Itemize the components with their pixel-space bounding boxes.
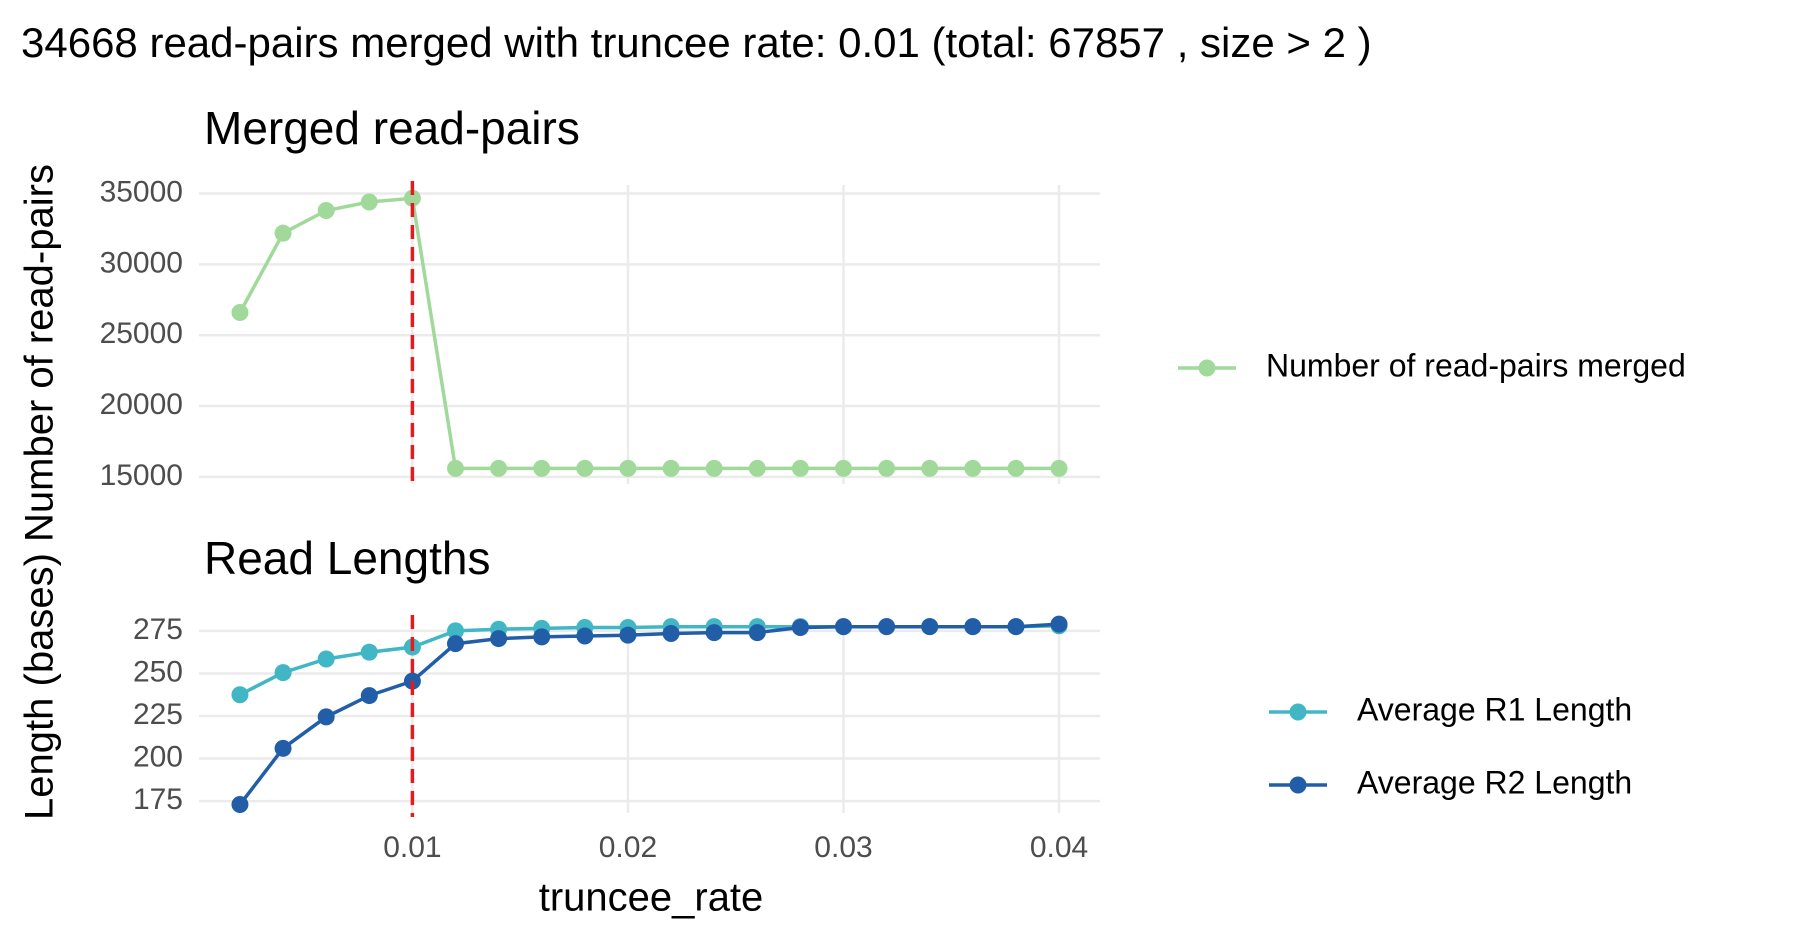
y-tick-label: 35000	[100, 175, 183, 208]
point	[317, 202, 335, 220]
point	[1007, 618, 1025, 636]
panel-title: Merged read-pairs	[204, 102, 580, 154]
point	[1007, 459, 1025, 477]
y-tick-label: 20000	[100, 388, 183, 421]
x-tick-label: 0.04	[1030, 831, 1088, 864]
point	[878, 459, 896, 477]
x-tick-label: 0.03	[814, 831, 872, 864]
point	[878, 618, 896, 636]
y-tick-label: 15000	[100, 459, 183, 492]
legend-marker	[1198, 359, 1216, 377]
point	[791, 459, 809, 477]
point	[705, 459, 723, 477]
point	[403, 189, 421, 207]
point	[360, 643, 378, 661]
x-tick-label: 0.01	[383, 831, 441, 864]
point	[921, 459, 939, 477]
y-tick-label: 25000	[100, 317, 183, 350]
panel-title: Read Lengths	[204, 532, 490, 584]
y-tick-label: 30000	[100, 246, 183, 279]
point	[360, 687, 378, 705]
point	[360, 193, 378, 211]
point	[231, 686, 249, 704]
point	[662, 624, 680, 642]
y-tick-label: 225	[133, 698, 183, 731]
point	[317, 650, 335, 668]
y-tick-label: 250	[133, 655, 183, 688]
point	[490, 630, 508, 648]
point	[748, 624, 766, 642]
point	[1050, 615, 1068, 633]
y-axis-label: Length (bases) Number of read-pairs	[18, 164, 62, 820]
point	[490, 459, 508, 477]
point	[533, 459, 551, 477]
point	[231, 304, 249, 322]
point	[791, 619, 809, 637]
point	[274, 224, 292, 242]
series-line	[239, 624, 1060, 697]
point	[964, 618, 982, 636]
legend-label: Average R1 Length	[1357, 691, 1632, 727]
point	[447, 635, 465, 653]
point	[834, 618, 852, 636]
x-tick-label: 0.02	[599, 831, 657, 864]
point	[317, 708, 335, 726]
point	[274, 664, 292, 682]
y-tick-label: 175	[133, 783, 183, 816]
point	[834, 459, 852, 477]
point	[1050, 459, 1068, 477]
point	[576, 627, 594, 645]
point	[705, 624, 723, 642]
point	[231, 795, 249, 813]
point	[447, 459, 465, 477]
point	[964, 459, 982, 477]
point	[274, 739, 292, 757]
point	[662, 459, 680, 477]
point	[447, 622, 465, 640]
point	[921, 618, 939, 636]
legend-marker	[1289, 703, 1307, 721]
x-axis-label: truncee_rate	[539, 876, 764, 920]
point	[619, 626, 637, 644]
y-tick-label: 200	[133, 740, 183, 773]
legend-label: Number of read-pairs merged	[1266, 347, 1686, 383]
legend-label: Average R2 Length	[1357, 764, 1632, 800]
legend-marker	[1289, 776, 1307, 794]
chart-title: 34668 read-pairs merged with truncee rat…	[21, 19, 1372, 66]
point	[619, 459, 637, 477]
series-line	[238, 196, 1059, 471]
y-tick-label: 275	[133, 613, 183, 646]
point	[576, 459, 594, 477]
point	[748, 459, 766, 477]
point	[533, 628, 551, 646]
